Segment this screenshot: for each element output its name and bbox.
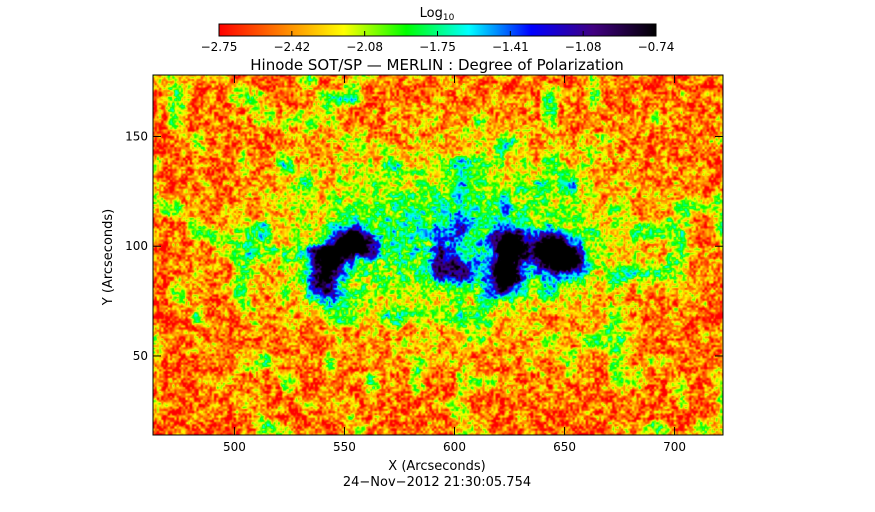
y-tick-label: 100 [125,239,148,253]
x-tick-label: 500 [223,440,246,454]
timestamp: 24−Nov−2012 21:30:05.754 [343,475,531,490]
x-tick-label: 600 [443,440,466,454]
colorbar-tick-label: −1.75 [419,40,456,54]
x-tick-label: 650 [553,440,576,454]
y-tick-label: 50 [133,349,148,363]
chart-title: Hinode SOT/SP — MERLIN : Degree of Polar… [250,56,624,74]
colorbar-label-subscript: 10 [443,13,455,23]
colorbar-tick-label: −1.41 [492,40,529,54]
y-axis-label: Y (Arcseconds) [101,209,116,306]
colorbar-tick-label: −2.42 [273,40,310,54]
colorbar-tick-label: −0.74 [638,40,675,54]
y-tick-label: 150 [125,129,148,143]
y-axis-ticks: 50 100 150 [125,129,723,363]
colorbar-tick-label: −1.08 [565,40,602,54]
colorbar-label-base: Log [420,6,443,21]
x-tick-label: 550 [333,440,356,454]
colorbar-gradient [219,24,656,36]
colorbar-tick-label: −2.75 [201,40,238,54]
colorbar: Log10 −2.75 −2.42 −2.08 −1.75 −1.41 −1.08 −0.7… [201,6,675,54]
colorbar-ticks: −2.75 −2.42 −2.08 −1.75 −1.41 −1.08 −0.74 [201,31,675,54]
colorbar-tick-label: −2.08 [346,40,383,54]
plot-area: 500 550 600 650 700 50 100 150 [125,74,724,454]
colorbar-label: Log10 [420,6,455,23]
polarization-map [153,75,723,435]
plot-frame [152,74,724,436]
x-axis-ticks: 500 550 600 650 700 [223,75,686,454]
x-axis-label: X (Arcseconds) [388,459,485,474]
x-tick-label: 700 [663,440,686,454]
